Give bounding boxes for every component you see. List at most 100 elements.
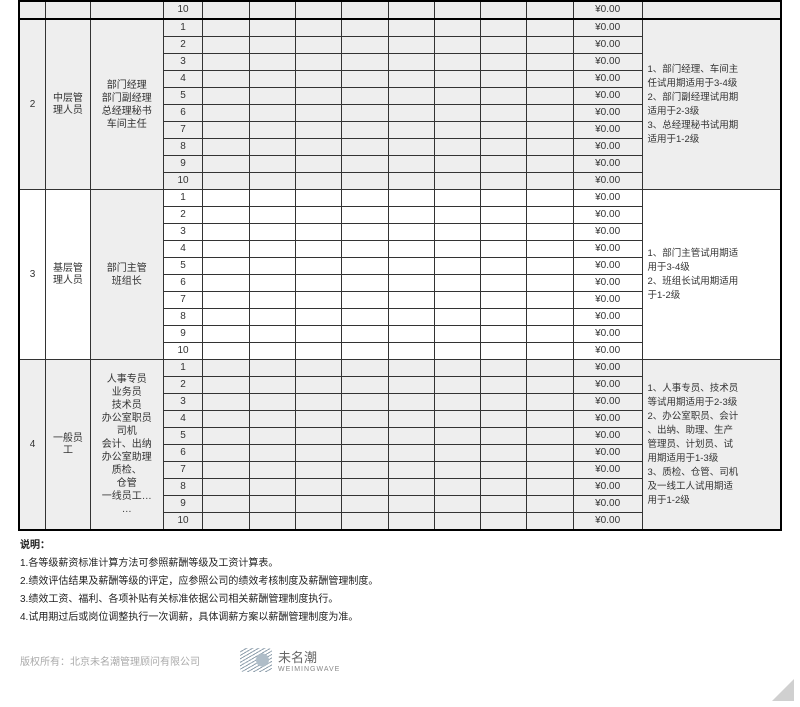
blank-cell (249, 326, 295, 343)
blank-cell (342, 292, 388, 309)
amount-cell: ¥0.00 (573, 360, 642, 377)
blank-cell (434, 190, 480, 207)
blank-cell (342, 54, 388, 71)
blank-cell (388, 343, 434, 360)
blank-cell (388, 88, 434, 105)
blank-cell (203, 156, 249, 173)
blank-cell (295, 411, 341, 428)
blank-cell (388, 394, 434, 411)
blank-cell (434, 275, 480, 292)
amount-cell: ¥0.00 (573, 343, 642, 360)
note-item: 1.各等级薪资标准计算方法可参照薪酬等级及工资计算表。 (20, 555, 780, 573)
amount-cell: ¥0.00 (573, 88, 642, 105)
blank-cell (342, 445, 388, 462)
level-cell: 10 (163, 1, 203, 19)
blank-cell (249, 513, 295, 531)
blank-cell (295, 496, 341, 513)
note-item: 2.绩效评估结果及薪酬等级的评定，应参照公司的绩效考核制度及薪酬管理制度。 (20, 573, 780, 591)
blank-cell (527, 462, 573, 479)
page-corner-fold (772, 679, 794, 701)
blank-cell (434, 462, 480, 479)
blank-cell (295, 139, 341, 156)
blank-cell (203, 428, 249, 445)
blank-cell (203, 1, 249, 19)
remark-cell: 1、部门主管试用期适用于3-4级2、班组长试用期适用于1-2级 (642, 190, 781, 360)
blank-cell (481, 292, 527, 309)
category-cell (45, 1, 90, 19)
wave-icon (240, 648, 272, 672)
blank-cell (295, 258, 341, 275)
blank-cell (342, 428, 388, 445)
amount-cell: ¥0.00 (573, 139, 642, 156)
blank-cell (388, 122, 434, 139)
blank-cell (434, 377, 480, 394)
blank-cell (434, 88, 480, 105)
blank-cell (342, 258, 388, 275)
blank-cell (527, 71, 573, 88)
blank-cell (481, 513, 527, 531)
blank-cell (203, 496, 249, 513)
blank-cell (342, 122, 388, 139)
category-cell: 一般员工 (45, 360, 90, 531)
amount-cell: ¥0.00 (573, 275, 642, 292)
blank-cell (434, 343, 480, 360)
amount-cell: ¥0.00 (573, 224, 642, 241)
table-row: 4一般员工人事专员业务员技术员办公室职员司机会计、出纳办公室助理质检、仓管一线员… (19, 360, 781, 377)
blank-cell (295, 292, 341, 309)
blank-cell (249, 122, 295, 139)
blank-cell (434, 428, 480, 445)
level-cell: 8 (163, 309, 203, 326)
amount-cell: ¥0.00 (573, 54, 642, 71)
amount-cell: ¥0.00 (573, 241, 642, 258)
footer: 版权所有：北京未名潮管理顾问有限公司 未名潮 WEIMINGWAVE (0, 637, 800, 677)
remark-cell: 1、部门经理、车间主任试用期适用于3-4级2、部门副经理试用期适用于2-3级3、… (642, 19, 781, 190)
blank-cell (203, 462, 249, 479)
brand-sub: WEIMINGWAVE (278, 666, 340, 673)
blank-cell (481, 37, 527, 54)
blank-cell (249, 19, 295, 37)
amount-cell: ¥0.00 (573, 411, 642, 428)
blank-cell (527, 54, 573, 71)
blank-cell (527, 411, 573, 428)
table-row: 2中层管理人员部门经理部门副经理总经理秘书车间主任1¥0.001、部门经理、车间… (19, 19, 781, 37)
amount-cell: ¥0.00 (573, 326, 642, 343)
level-cell: 9 (163, 496, 203, 513)
blank-cell (249, 411, 295, 428)
blank-cell (527, 309, 573, 326)
amount-cell: ¥0.00 (573, 105, 642, 122)
blank-cell (481, 156, 527, 173)
blank-cell (295, 156, 341, 173)
role-cell: 部门主管班组长 (90, 190, 163, 360)
amount-cell: ¥0.00 (573, 156, 642, 173)
blank-cell (249, 241, 295, 258)
blank-cell (388, 207, 434, 224)
blank-cell (388, 190, 434, 207)
level-cell: 2 (163, 377, 203, 394)
level-cell: 9 (163, 156, 203, 173)
blank-cell (527, 428, 573, 445)
blank-cell (481, 496, 527, 513)
blank-cell (342, 71, 388, 88)
blank-cell (388, 241, 434, 258)
blank-cell (527, 173, 573, 190)
remark-cell (642, 1, 781, 19)
level-cell: 10 (163, 513, 203, 531)
amount-cell: ¥0.00 (573, 496, 642, 513)
blank-cell (203, 411, 249, 428)
blank-cell (388, 173, 434, 190)
blank-cell (481, 428, 527, 445)
blank-cell (295, 105, 341, 122)
blank-cell (434, 19, 480, 37)
blank-cell (342, 207, 388, 224)
blank-cell (203, 122, 249, 139)
blank-cell (295, 513, 341, 531)
blank-cell (295, 462, 341, 479)
blank-cell (295, 19, 341, 37)
blank-cell (203, 275, 249, 292)
blank-cell (434, 394, 480, 411)
blank-cell (342, 275, 388, 292)
blank-cell (249, 394, 295, 411)
blank-cell (388, 156, 434, 173)
blank-cell (249, 190, 295, 207)
blank-cell (295, 241, 341, 258)
